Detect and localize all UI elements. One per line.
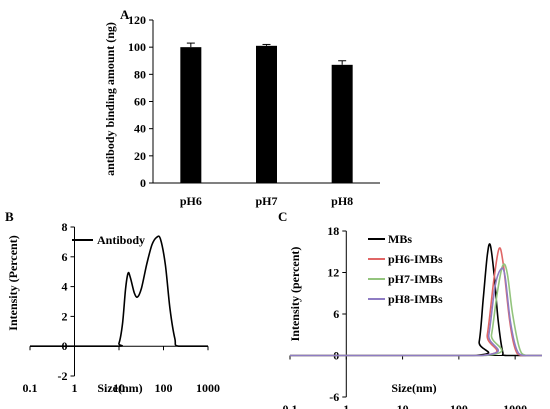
panel-c-y-tick-label: -6	[329, 390, 339, 404]
panel-c-legend-label-ph6: pH6-IMBs	[388, 252, 443, 266]
panel-c-x-tick-label: 100	[450, 402, 468, 409]
panel-a-bar-ph8	[331, 64, 353, 183]
panel-b-x-tick-label: 100	[155, 381, 173, 395]
panel-b-y-tick-label: 4	[62, 280, 68, 294]
panel-c-y-tick-label: 18	[327, 224, 339, 238]
panel-a-y-tick-label: 0	[140, 176, 146, 190]
panel-a-y-tick-label: 20	[134, 149, 146, 163]
panel-a-y-tick-label: 100	[128, 40, 146, 54]
panel-b-x-tick-label: 0.1	[23, 381, 38, 395]
panel-c-legend-label-mbs: MBs	[388, 232, 412, 246]
panel-b-ylabel: Intensity (Percent)	[6, 235, 20, 330]
panel-a-bar-ph7	[256, 45, 277, 183]
panel-a-ylabel: antibody binding amount (ng)	[103, 22, 117, 176]
panel-a-y-tick-label: 80	[134, 67, 146, 81]
panel-c-ylabel: Intensity (percent)	[288, 247, 302, 342]
panel-b-y-tick-label: 6	[62, 250, 68, 264]
panel-b-y-tick-label: 2	[62, 309, 68, 323]
panel-c-legend-label-ph7: pH7-IMBs	[388, 272, 443, 286]
panel-b-x-tick-label: 1	[72, 381, 78, 395]
panel-c-legend: MBs pH6-IMBs pH7-IMBs pH8-IMBs	[368, 232, 443, 306]
panel-b-y-tick-label: 8	[62, 220, 68, 234]
panel-b-y-tick-label: -2	[58, 369, 68, 383]
panel-c-y-tick-label: 6	[333, 307, 339, 321]
panel-b-xlabel: Size(nm)	[97, 381, 142, 395]
panel-a-x-tick-label: pH7	[255, 194, 277, 208]
panel-a-x-tick-label: pH8	[331, 194, 353, 208]
panel-b-x-tick-label: 10	[113, 381, 125, 395]
panel-a-y-tick-label: 60	[134, 95, 146, 109]
panel-b-legend: Antibody	[72, 233, 145, 247]
panel-a-bar-ph6	[180, 47, 202, 183]
panel-b-letter: B	[5, 209, 14, 224]
panel-a-x-tick-label: pH6	[180, 194, 202, 208]
panel-c-x-tick-label: 10	[397, 402, 409, 409]
panel-c-xlabel: Size(nm)	[391, 381, 436, 395]
panel-c-letter: C	[278, 209, 287, 224]
panel-b-x-tick-label: 1000	[196, 381, 220, 395]
panel-b: B Intensity (Percent) Size(nm) -2024680.…	[5, 209, 220, 395]
panel-c-x-tick-label: 1	[343, 402, 349, 409]
panel-a-plot: 0 20 40 60 80 100 120 pH6 pH7 pH8	[128, 13, 380, 208]
panel-c-x-tick-label: 0.1	[283, 402, 298, 409]
panel-a-letter: A	[120, 7, 130, 22]
panel-a-y-tick-label: 40	[134, 122, 146, 136]
panel-a: A antibody binding amount (ng) 0 20 40 60 80…	[103, 7, 380, 208]
panel-a-y-tick-label: 120	[128, 13, 146, 27]
panel-c-series-ph8-imbs	[290, 267, 542, 357]
panel-b-series-antibody	[29, 235, 208, 348]
panel-c-legend-label-ph8: pH8-IMBs	[388, 292, 443, 306]
panel-c: C Intensity (percent) Size(nm) -60612180…	[278, 209, 542, 409]
panel-c-y-tick-label: 12	[327, 266, 339, 280]
panel-c-x-tick-label: 1000	[503, 402, 527, 409]
panel-b-legend-label-antibody: Antibody	[97, 233, 145, 247]
